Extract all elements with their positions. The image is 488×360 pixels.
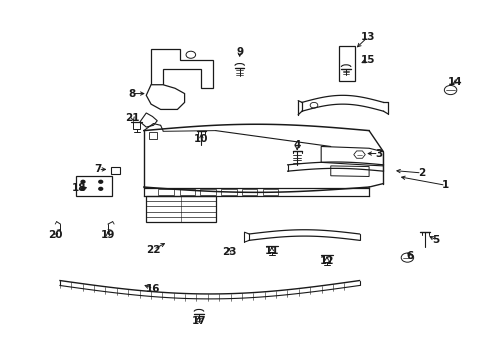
Text: 10: 10 bbox=[194, 134, 208, 144]
Text: 19: 19 bbox=[101, 230, 115, 240]
Text: 1: 1 bbox=[441, 180, 448, 190]
Circle shape bbox=[81, 180, 85, 183]
Circle shape bbox=[99, 188, 102, 190]
Bar bbox=[148, 132, 157, 139]
Text: 23: 23 bbox=[222, 247, 236, 257]
Text: 7: 7 bbox=[95, 165, 102, 174]
Bar bbox=[180, 189, 195, 195]
Text: 3: 3 bbox=[374, 149, 382, 158]
Text: 2: 2 bbox=[417, 168, 425, 178]
Bar bbox=[221, 189, 236, 195]
Circle shape bbox=[99, 180, 102, 183]
Bar bbox=[133, 122, 140, 129]
Text: 5: 5 bbox=[432, 235, 439, 245]
Bar bbox=[323, 256, 329, 262]
Polygon shape bbox=[330, 166, 368, 176]
Text: 13: 13 bbox=[360, 32, 374, 42]
Text: 22: 22 bbox=[146, 244, 161, 255]
Polygon shape bbox=[151, 49, 213, 88]
Circle shape bbox=[81, 188, 85, 190]
Text: 6: 6 bbox=[406, 251, 413, 261]
Text: 4: 4 bbox=[293, 140, 300, 150]
Text: 20: 20 bbox=[48, 230, 62, 240]
Bar bbox=[242, 189, 257, 195]
Bar bbox=[268, 246, 275, 252]
Text: 16: 16 bbox=[146, 284, 161, 294]
Bar bbox=[262, 189, 278, 195]
Bar bbox=[111, 167, 120, 174]
Text: 18: 18 bbox=[72, 183, 86, 193]
Bar bbox=[76, 176, 112, 196]
Bar bbox=[200, 189, 215, 195]
Polygon shape bbox=[339, 46, 354, 81]
Text: 8: 8 bbox=[128, 89, 135, 99]
Bar bbox=[146, 196, 215, 222]
Text: 14: 14 bbox=[447, 77, 462, 87]
Polygon shape bbox=[321, 147, 383, 166]
Bar bbox=[158, 189, 173, 195]
Polygon shape bbox=[353, 151, 365, 158]
Text: 17: 17 bbox=[191, 316, 206, 326]
Text: 11: 11 bbox=[264, 246, 279, 256]
Polygon shape bbox=[146, 85, 184, 109]
Polygon shape bbox=[140, 113, 157, 127]
Text: 21: 21 bbox=[125, 113, 140, 123]
Text: 15: 15 bbox=[360, 55, 374, 65]
Text: 9: 9 bbox=[236, 47, 243, 57]
Text: 12: 12 bbox=[319, 256, 333, 266]
